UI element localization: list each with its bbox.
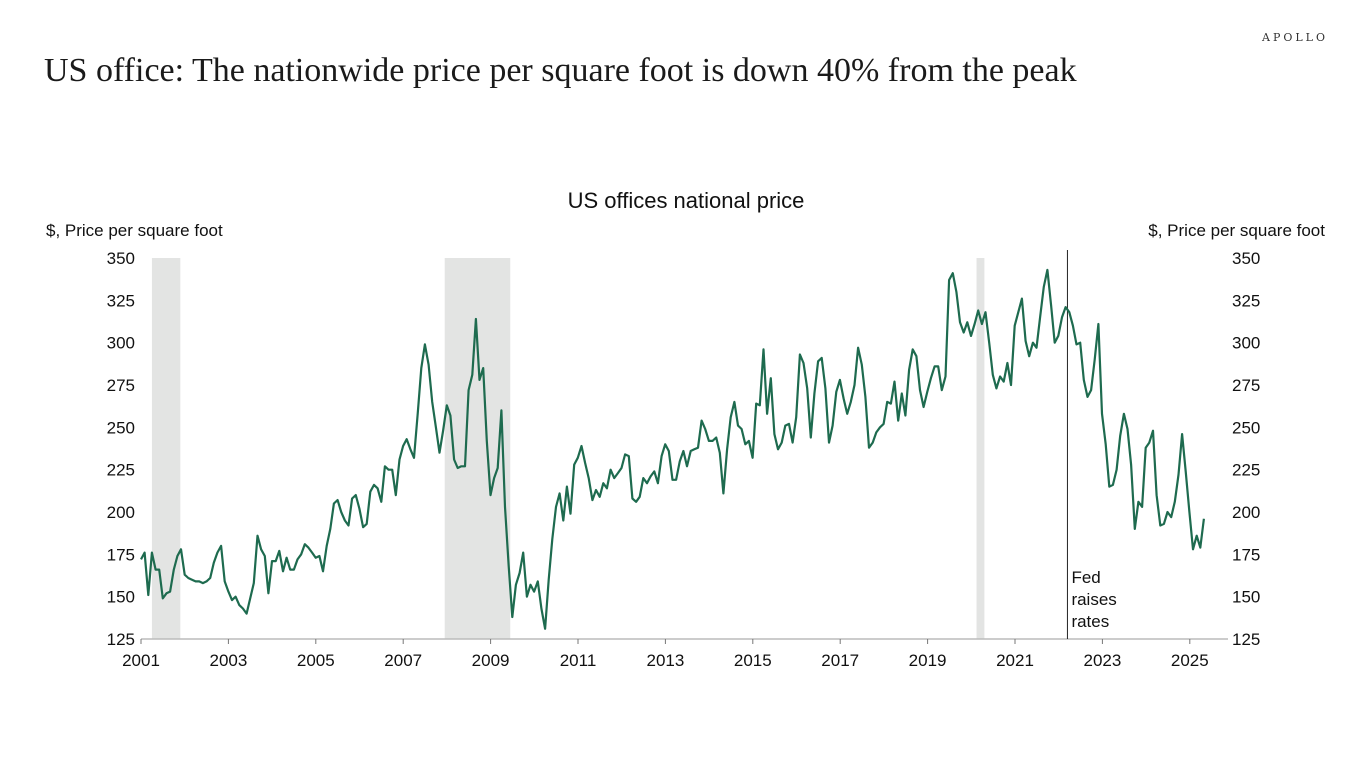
chart-title: US offices national price	[568, 188, 805, 213]
y-tick-label-left: 275	[107, 376, 135, 395]
y-tick-label-right: 275	[1232, 376, 1260, 395]
x-tick-label: 2011	[560, 651, 597, 670]
y-tick-label-right: 300	[1232, 334, 1260, 353]
y-tick-label-left: 150	[107, 588, 135, 607]
fed-annotation-text: rates	[1071, 612, 1109, 631]
x-tick-label: 2023	[1083, 651, 1121, 670]
x-tick-label: 2015	[734, 651, 772, 670]
y-axis-label-right: $, Price per square foot	[1148, 221, 1325, 240]
recession-band	[151, 258, 181, 639]
y-tick-label-right: 200	[1232, 503, 1260, 522]
y-tick-label-left: 125	[107, 630, 135, 649]
fed-annotation: Fed raises rates	[1071, 568, 1116, 631]
y-tick-label-right: 225	[1232, 461, 1260, 480]
axes: 2001 2003 2005 2007 2009 2011 2013 2015 2017 2019…	[107, 249, 1261, 670]
y-tick-label-left: 225	[107, 461, 135, 480]
y-tick-label-right: 325	[1232, 291, 1260, 310]
x-tick-label: 2009	[472, 651, 510, 670]
y-tick-label-right: 175	[1232, 545, 1260, 564]
x-tick-label: 2019	[909, 651, 947, 670]
x-tick-label: 2001	[122, 651, 160, 670]
fed-annotation-text: Fed	[1071, 568, 1100, 587]
x-tick-label: 2003	[209, 651, 247, 670]
y-tick-label-left: 325	[107, 291, 135, 310]
y-axis-label-left: $, Price per square foot	[46, 221, 223, 240]
page-title: US office: The nationwide price per squa…	[44, 52, 1077, 89]
x-tick-label: 2005	[297, 651, 335, 670]
x-tick-label: 2013	[646, 651, 684, 670]
recession-band	[976, 258, 985, 639]
x-tick-label: 2017	[821, 651, 859, 670]
y-tick-label-right: 150	[1232, 588, 1260, 607]
brand-logo: APOLLO	[1262, 31, 1328, 44]
y-tick-label-right: 125	[1232, 630, 1260, 649]
recession-band	[444, 258, 511, 639]
fed-annotation-text: raises	[1071, 590, 1116, 609]
y-tick-label-left: 175	[107, 545, 135, 564]
y-tick-label-left: 300	[107, 334, 135, 353]
x-tick-label: 2021	[996, 651, 1034, 670]
y-tick-label-left: 200	[107, 503, 135, 522]
x-tick-label: 2007	[384, 651, 422, 670]
recession-bands	[151, 258, 985, 639]
y-tick-label-left: 250	[107, 418, 135, 437]
y-tick-label-right: 350	[1232, 249, 1260, 268]
series-line	[140, 268, 1205, 630]
x-tick-label: 2025	[1171, 651, 1209, 670]
y-tick-label-right: 250	[1232, 418, 1260, 437]
y-tick-label-left: 350	[107, 249, 135, 268]
